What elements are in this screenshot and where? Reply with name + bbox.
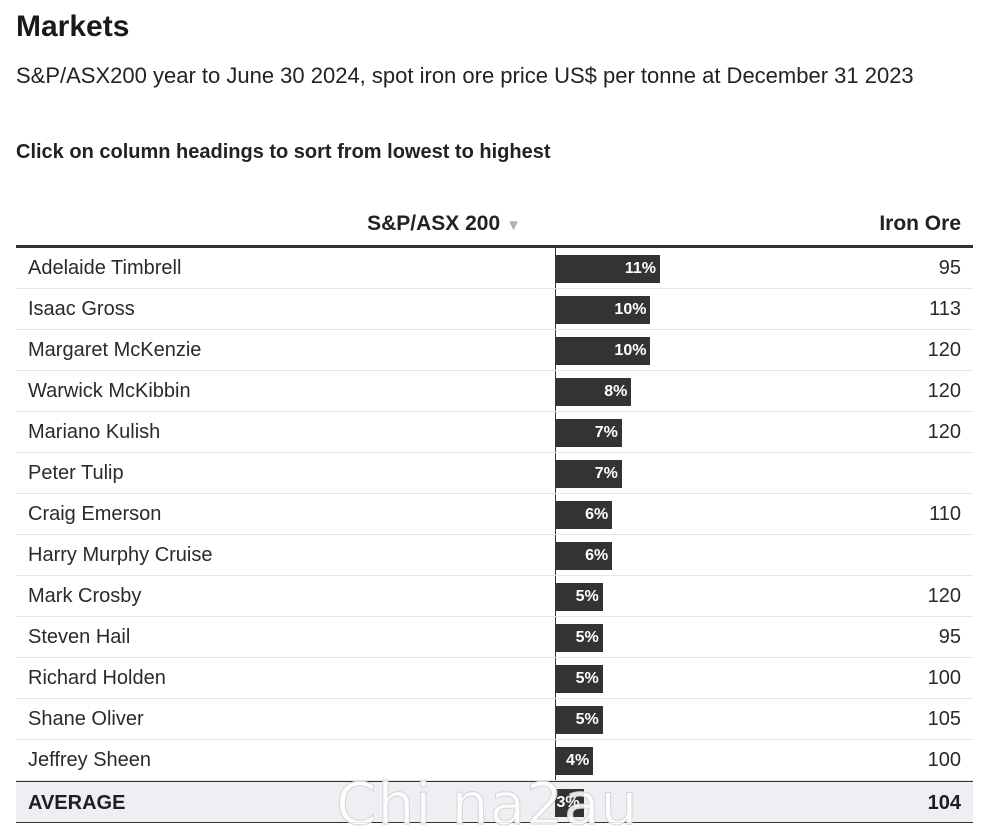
sort-instruction: Click on column headings to sort from lo… (16, 141, 551, 163)
table-row: Warwick McKibbin 8% 120 (16, 371, 973, 412)
row-name: Margaret McKenzie (28, 339, 202, 361)
iron-ore-value: 110 (929, 503, 961, 525)
sp-asx200-bar-label: 7% (594, 424, 618, 441)
row-name: Steven Hail (28, 626, 131, 648)
sp-asx200-header-label: S&P/ASX 200 (367, 212, 501, 235)
table-row: Margaret McKenzie 10% 120 (16, 330, 973, 371)
page-subtitle: S&P/ASX200 year to June 30 2024, spot ir… (16, 63, 914, 88)
iron-ore-column-header[interactable]: Iron Ore (879, 212, 961, 235)
sp-asx200-bar-label: 11% (624, 260, 656, 277)
sp-asx200-bar-label: 8% (604, 383, 628, 400)
sp-asx200-bar: 10% (555, 337, 651, 365)
sp-asx200-bar-label: 10% (614, 342, 647, 359)
sp-asx200-column-header[interactable]: S&P/ASX 200 ▼ (367, 212, 521, 236)
table-row: Peter Tulip 7% (16, 453, 973, 494)
table-row: Mark Crosby 5% 120 (16, 576, 973, 617)
table-row: Shane Oliver 5% 105 (16, 699, 973, 740)
table-row: Isaac Gross 10% 113 (16, 289, 973, 330)
row-name: Mark Crosby (28, 585, 142, 607)
sp-asx200-bar: 6% (555, 542, 613, 570)
sp-asx200-bar: 7% (555, 419, 622, 447)
iron-ore-value: 120 (927, 339, 961, 361)
sp-asx200-bar-label: 5% (575, 711, 599, 728)
sp-asx200-bar: 5% (555, 665, 603, 693)
average-row: AVERAGE 3% 104 (16, 781, 973, 823)
table-row: Steven Hail 5% 95 (16, 617, 973, 658)
row-name: Adelaide Timbrell (28, 257, 182, 279)
table-row: Jeffrey Sheen 4% 100 (16, 740, 973, 781)
row-name: Warwick McKibbin (28, 380, 191, 402)
sp-asx200-bar: 8% (555, 378, 632, 406)
row-name: Jeffrey Sheen (28, 749, 152, 771)
sp-asx200-bar-label: 6% (585, 547, 609, 564)
iron-ore-value: 120 (927, 421, 961, 443)
sp-asx200-bar: 5% (555, 706, 603, 734)
sp-asx200-bar-label: 4% (566, 752, 590, 769)
iron-ore-value: 95 (938, 257, 961, 279)
sp-asx200-bar: 5% (555, 624, 603, 652)
iron-ore-value: 120 (927, 380, 961, 402)
row-name: Harry Murphy Cruise (28, 544, 213, 566)
average-bar-label: 3% (556, 794, 580, 811)
sp-asx200-bar: 4% (555, 747, 594, 775)
sp-asx200-bar-label: 5% (575, 670, 599, 687)
markets-table: S&P/ASX 200 ▼ Iron Ore Adelaide Timbrell 1… (16, 198, 973, 823)
row-name: Peter Tulip (28, 462, 124, 484)
iron-ore-value: 105 (927, 708, 961, 730)
row-name: Shane Oliver (28, 708, 144, 730)
average-label: AVERAGE (28, 792, 126, 814)
sp-asx200-bar-label: 5% (575, 629, 599, 646)
average-iron-ore: 104 (927, 792, 961, 814)
table-row: Harry Murphy Cruise 6% (16, 535, 973, 576)
sp-asx200-bar-label: 6% (585, 506, 609, 523)
table-row: Craig Emerson 6% 110 (16, 494, 973, 535)
row-name: Isaac Gross (28, 298, 135, 320)
table-row: Adelaide Timbrell 11% 95 (16, 248, 973, 289)
iron-ore-value: 113 (929, 298, 961, 320)
table-body: Adelaide Timbrell 11% 95 Isaac Gross 10% 113 M… (16, 248, 973, 781)
sp-asx200-bar-label: 10% (614, 301, 647, 318)
sp-asx200-bar-label: 5% (575, 588, 599, 605)
iron-ore-value: 120 (927, 585, 961, 607)
sp-asx200-bar: 6% (555, 501, 613, 529)
row-name: Craig Emerson (28, 503, 162, 525)
iron-ore-value: 100 (927, 749, 961, 771)
row-name: Mariano Kulish (28, 421, 161, 443)
table-header: S&P/ASX 200 ▼ Iron Ore (16, 198, 973, 248)
sp-asx200-bar: 10% (555, 296, 651, 324)
sp-asx200-bar: 11% (555, 255, 660, 283)
sp-asx200-bar-label: 7% (594, 465, 618, 482)
iron-ore-value: 95 (938, 626, 961, 648)
table-row: Richard Holden 5% 100 (16, 658, 973, 699)
row-name: Richard Holden (28, 667, 166, 689)
table-row: Mariano Kulish 7% 120 (16, 412, 973, 453)
average-bar: 3% (555, 789, 584, 817)
sp-asx200-bar: 5% (555, 583, 603, 611)
sort-down-triangle-icon: ▼ (506, 217, 521, 234)
page-title: Markets (16, 10, 130, 43)
sp-asx200-bar: 7% (555, 460, 622, 488)
iron-ore-value: 100 (927, 667, 961, 689)
